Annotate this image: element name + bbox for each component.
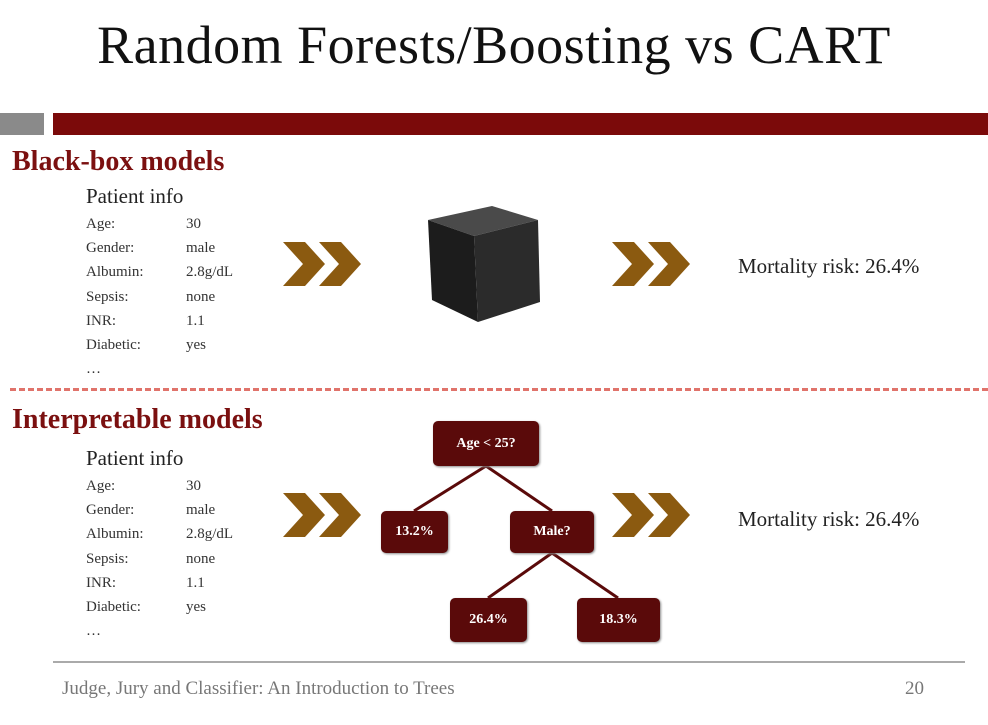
section-divider bbox=[10, 388, 988, 391]
chevron-arrow-icon bbox=[612, 242, 690, 286]
black-box-cube-icon bbox=[428, 206, 540, 322]
tree-leaf-18: 18.3% bbox=[577, 598, 660, 642]
patient-info-value: 30 bbox=[186, 478, 201, 494]
interpretable-patient-info-title: Patient info bbox=[86, 446, 184, 470]
interpretable-mortality-output: Mortality risk: 26.4% bbox=[738, 507, 920, 531]
patient-info-row: Gender: male bbox=[86, 498, 233, 522]
patient-info-ellipsis: … bbox=[86, 361, 101, 378]
patient-info-key: Diabetic: bbox=[86, 599, 141, 616]
blackbox-patient-info: Age: 30 Gender: male Albumin: 2.8g/dL Sepsi… bbox=[86, 212, 233, 381]
patient-info-value: yes bbox=[186, 337, 206, 354]
patient-info-key: Age: bbox=[86, 478, 116, 494]
patient-info-key: Sepsis: bbox=[86, 550, 129, 567]
tree-root-node: Age < 25? bbox=[433, 421, 539, 466]
patient-info-row: INR: 1.1 bbox=[86, 571, 233, 595]
patient-info-key: Diabetic: bbox=[86, 337, 141, 354]
patient-info-key: Gender: bbox=[86, 240, 135, 257]
tree-left-leaf: 13.2% bbox=[381, 511, 448, 553]
patient-info-value: 2.8g/dL bbox=[186, 526, 234, 543]
blackbox-section-title: Black-box models bbox=[12, 146, 225, 177]
patient-info-row: Age: 30 bbox=[86, 212, 233, 236]
tree-edge bbox=[487, 551, 553, 600]
patient-info-value: male bbox=[186, 502, 216, 519]
chevron-arrow-icon bbox=[283, 493, 361, 537]
footer-text: Judge, Jury and Classifier: An Introduct… bbox=[62, 678, 455, 699]
interpretable-section-title: Interpretable models bbox=[12, 404, 263, 435]
tree-male-node: Male? bbox=[510, 511, 594, 553]
patient-info-key: Albumin: bbox=[86, 264, 144, 281]
interpretable-patient-info: Age: 30 Gender: male Albumin: 2.8g/dL Sepsi… bbox=[86, 474, 233, 643]
chevron-arrow-icon bbox=[612, 493, 690, 537]
patient-info-key: Albumin: bbox=[86, 526, 144, 543]
patient-info-row: Albumin: 2.8g/dL bbox=[86, 260, 233, 284]
patient-info-value: 1.1 bbox=[186, 312, 205, 329]
patient-info-row: Diabetic: yes bbox=[86, 595, 233, 619]
patient-info-value: none bbox=[186, 288, 216, 305]
patient-info-row: Age: 30 bbox=[86, 474, 233, 498]
patient-info-key: INR: bbox=[86, 312, 116, 329]
patient-info-row: Albumin: 2.8g/dL bbox=[86, 522, 233, 546]
patient-info-value: 2.8g/dL bbox=[186, 264, 234, 281]
footer-divider bbox=[53, 661, 965, 663]
chevron-arrow-icon bbox=[283, 242, 361, 286]
patient-info-value: 30 bbox=[186, 216, 201, 232]
blackbox-patient-info-title: Patient info bbox=[86, 184, 184, 208]
patient-info-key: Age: bbox=[86, 216, 116, 232]
tree-edge bbox=[413, 464, 487, 513]
patient-info-row: INR: 1.1 bbox=[86, 309, 233, 333]
page-number: 20 bbox=[905, 678, 924, 699]
patient-info-value: 1.1 bbox=[186, 574, 205, 591]
tree-edge bbox=[485, 464, 553, 513]
patient-info-value: yes bbox=[186, 599, 206, 616]
patient-info-row: Diabetic: yes bbox=[86, 333, 233, 357]
patient-info-ellipsis: … bbox=[86, 623, 101, 640]
tree-leaf-26: 26.4% bbox=[450, 598, 527, 642]
patient-info-key: INR: bbox=[86, 574, 116, 591]
patient-info-key: Gender: bbox=[86, 502, 135, 519]
slide-title: Random Forests/Boosting vs CART bbox=[97, 15, 891, 75]
patient-info-row: Sepsis: none bbox=[86, 547, 233, 571]
patient-info-row: Gender: male bbox=[86, 236, 233, 260]
patient-info-value: none bbox=[186, 550, 216, 567]
title-bar-gray bbox=[0, 113, 44, 135]
title-bar-red bbox=[53, 113, 988, 135]
patient-info-key: Sepsis: bbox=[86, 288, 129, 305]
patient-info-row: Sepsis: none bbox=[86, 285, 233, 309]
patient-info-value: male bbox=[186, 240, 216, 257]
tree-edge bbox=[551, 551, 619, 600]
blackbox-mortality-output: Mortality risk: 26.4% bbox=[738, 254, 920, 278]
